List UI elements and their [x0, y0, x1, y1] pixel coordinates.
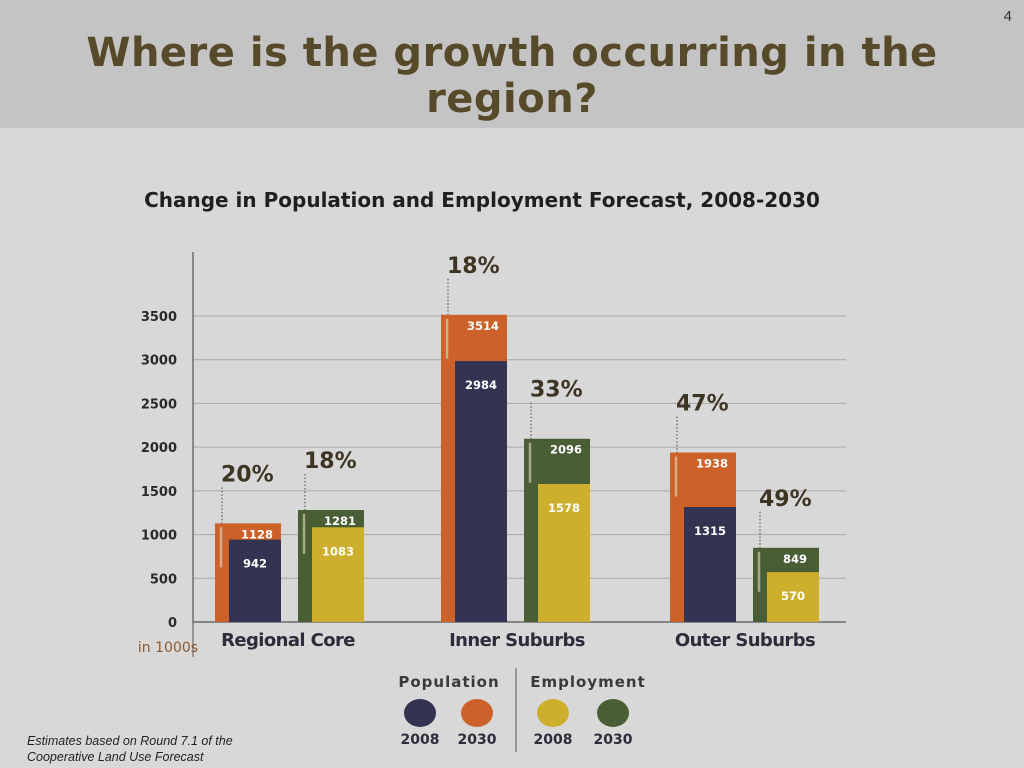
employment-change-label: 33% [530, 378, 583, 403]
employment-2008-value-label: 1578 [548, 501, 580, 515]
legend-population-2008-swatch [404, 699, 436, 727]
population-2008-bar [455, 361, 507, 622]
y-tick-label: 1500 [141, 485, 177, 500]
slide-title: Where is the growth occurring in the reg… [86, 30, 938, 122]
employment-2008-value-label: 1083 [322, 544, 354, 558]
y-tick-label: 0 [168, 616, 177, 631]
y-tick-label: 500 [150, 572, 177, 587]
population-2008-value-label: 2984 [465, 378, 497, 392]
population-2030-value-label: 1128 [241, 527, 273, 541]
page-number: 4 [1003, 8, 1012, 25]
y-tick-label: 3500 [141, 310, 177, 325]
employment-2030-value-label: 2096 [550, 443, 582, 457]
legend-employment-2030-swatch [597, 699, 629, 727]
employment-2030-value-label: 1281 [324, 514, 356, 528]
employment-2008-bar [767, 572, 819, 622]
legend-population-2030-label: 2030 [458, 732, 497, 748]
population-change-label: 18% [447, 254, 500, 279]
population-change-label: 20% [221, 462, 274, 487]
legend-employment-2030-label: 2030 [594, 732, 633, 748]
header-bar [0, 0, 1024, 128]
unit-label: in 1000s [138, 640, 198, 656]
population-2008-value-label: 942 [243, 557, 267, 571]
legend-population-2030-swatch [461, 699, 493, 727]
legend-employment-2008-label: 2008 [534, 732, 573, 748]
employment-2008-bar [538, 484, 590, 622]
footnote: Estimates based on Round 7.1 of the Coop… [27, 733, 287, 765]
y-tick-label: 2500 [141, 397, 177, 412]
employment-2008-value-label: 570 [781, 589, 805, 603]
employment-change-label: 49% [759, 487, 812, 512]
employment-change-label: 18% [304, 449, 357, 474]
y-tick-label: 1000 [141, 529, 177, 544]
category-label: Inner Suburbs [449, 630, 585, 651]
legend-population-2008-label: 2008 [401, 732, 440, 748]
y-tick-label: 3000 [141, 354, 177, 369]
population-2008-bar [229, 539, 281, 622]
y-tick-label: 2000 [141, 441, 177, 456]
employment-2030-value-label: 849 [783, 552, 807, 566]
legend-employment-label: Employment [530, 673, 646, 691]
footnote-line-2: Cooperative Land Use Forecast [27, 750, 204, 764]
chart-title: Change in Population and Employment Fore… [144, 188, 820, 212]
category-label: Regional Core [221, 630, 355, 651]
population-change-label: 47% [676, 392, 729, 417]
population-2030-value-label: 1938 [696, 457, 728, 471]
employment-2008-bar [312, 527, 364, 622]
category-label: Outer Suburbs [675, 630, 815, 651]
population-2030-value-label: 3514 [467, 319, 499, 333]
footnote-line-1: Estimates based on Round 7.1 of the [27, 734, 233, 748]
population-2008-value-label: 1315 [694, 524, 726, 538]
legend-population-label: Population [398, 673, 499, 691]
legend-employment-2008-swatch [537, 699, 569, 727]
population-2008-bar [684, 507, 736, 622]
